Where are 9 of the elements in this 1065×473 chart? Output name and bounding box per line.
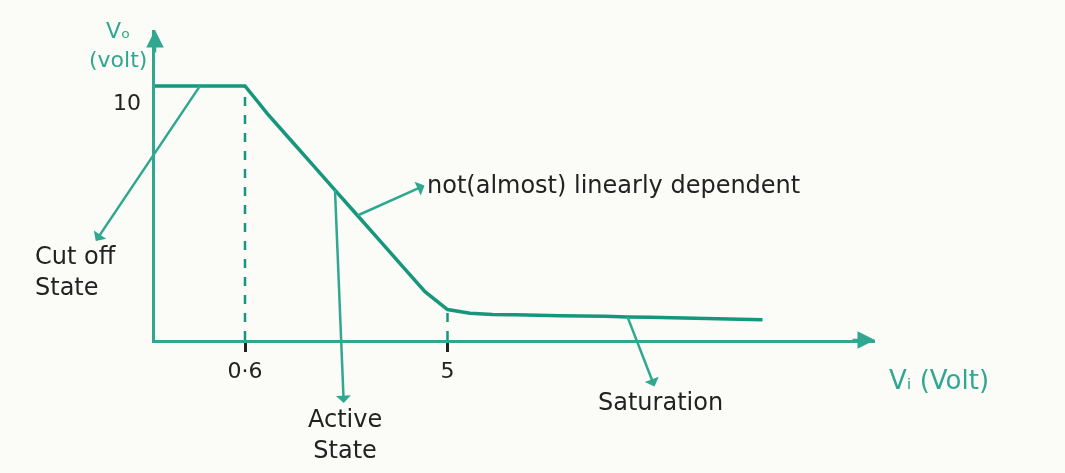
x-tick-label: 0·6: [227, 358, 263, 384]
x-axis-title: Vᵢ (Volt): [889, 365, 990, 395]
text: Cut off State: [35, 242, 116, 302]
x-tick-label: 5: [440, 358, 455, 384]
text: Active State: [308, 405, 383, 465]
text: Saturation: [598, 388, 724, 416]
annotation: not(almost) linearly dependent: [427, 171, 801, 199]
text: 10: [113, 90, 141, 115]
y-axis-title: Vₒ (volt): [89, 18, 148, 72]
